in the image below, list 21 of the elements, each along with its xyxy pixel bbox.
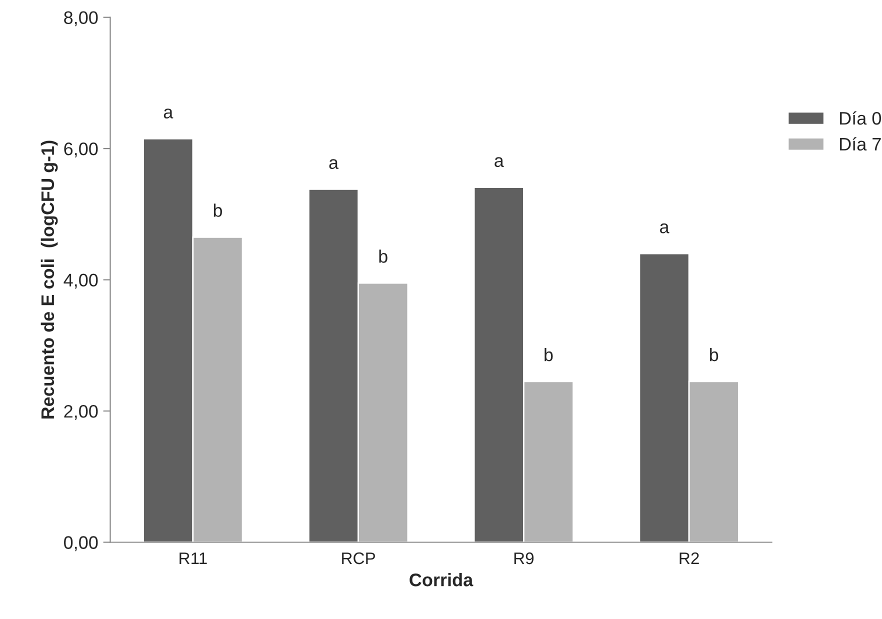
y-tick-label: 0,00	[64, 536, 98, 552]
y-tick-label: 2,00	[64, 404, 98, 420]
legend-label: Día 0	[840, 111, 882, 125]
y-tick-label: 6,00	[64, 142, 98, 158]
data-label: a	[660, 223, 670, 234]
x-tick-label: RCP	[342, 552, 376, 564]
data-label: b	[710, 348, 718, 362]
data-label: a	[329, 159, 339, 170]
data-label: a	[164, 108, 174, 118]
y-axis-title: Recuento de E coli (logCFU g-1)	[40, 140, 58, 419]
x-tick-label: R11	[180, 552, 207, 564]
x-tick-label: R9	[514, 552, 534, 564]
legend-label: Día 7	[840, 137, 881, 151]
data-label: b	[214, 204, 222, 217]
x-axis-title: Corrida	[410, 573, 474, 586]
y-tick-label: 8,00	[64, 11, 98, 26]
data-label: b	[379, 250, 388, 263]
data-label: a	[494, 157, 504, 168]
data-label: b	[544, 348, 553, 362]
x-tick-label: R2	[680, 552, 699, 564]
y-tick-label: 4,00	[64, 274, 98, 289]
